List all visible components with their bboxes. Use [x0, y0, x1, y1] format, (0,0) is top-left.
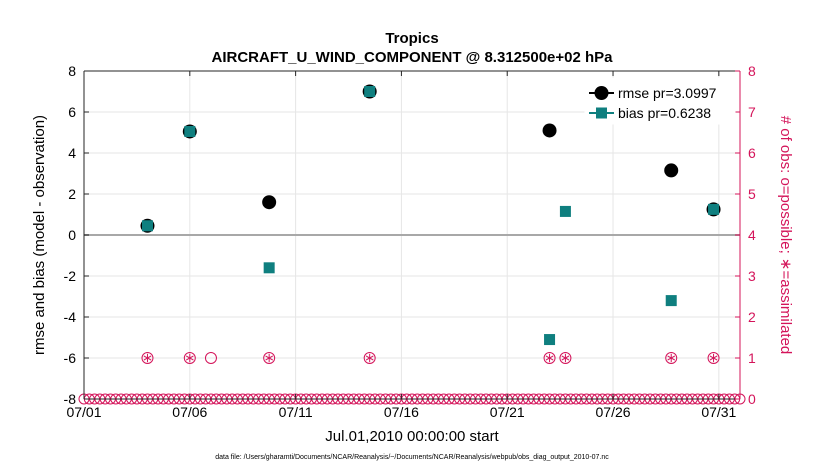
bias-point — [665, 295, 677, 307]
x-tick-label: 07/01 — [66, 404, 101, 420]
obs-assimilated-stroke — [143, 355, 152, 361]
obs-possible-marker — [665, 352, 678, 364]
rmse-point — [542, 123, 557, 138]
obs-possible-marker — [363, 352, 376, 364]
y2-tick-label: 4 — [748, 227, 756, 243]
obs-possible-marker — [263, 352, 276, 364]
y2-tick-label: 8 — [748, 63, 756, 79]
x-tick-label: 07/16 — [384, 404, 419, 420]
y2-tick-label: 7 — [748, 104, 756, 120]
y2-tick-label: 6 — [748, 145, 756, 161]
y-tick-label: -2 — [64, 268, 77, 284]
chart-subtitle: AIRCRAFT_U_WIND_COMPONENT @ 8.312500e+02… — [212, 49, 614, 66]
x-tick-label: 07/21 — [490, 404, 525, 420]
x-tick-label: 07/06 — [172, 404, 207, 420]
y-tick-label: -8 — [64, 391, 77, 407]
obs-assimilated-stroke — [185, 355, 194, 361]
legend-rmse-marker — [594, 86, 609, 100]
y-tick-label: -6 — [64, 350, 77, 366]
legend-bias-label: bias pr=0.6238 — [618, 105, 711, 121]
y2-tick-label: 1 — [748, 350, 756, 366]
data-markers — [140, 84, 721, 346]
y-tick-label: 8 — [68, 63, 76, 79]
obs-possible-marker — [141, 352, 154, 364]
y-tick-label: 0 — [68, 227, 76, 243]
x-tick-label: 07/31 — [701, 404, 736, 420]
y2-tick-label: 0 — [748, 391, 756, 407]
x-axis-label: Jul.01,2010 00:00:00 start — [325, 428, 499, 445]
y-tick-label: 4 — [68, 145, 76, 161]
y2-axis-ticks: 0 1 2 3 4 5 6 7 8 — [735, 63, 756, 407]
obs-assimilated-stroke — [709, 355, 718, 361]
bias-point — [263, 262, 275, 274]
obs-assimilated-stroke — [545, 355, 554, 361]
rmse-point — [664, 163, 679, 178]
obs-assimilated-marker — [545, 353, 554, 363]
y-axis-ticks: -8 -6 -4 -2 0 2 4 6 8 — [64, 63, 89, 407]
y2-tick-label: 3 — [748, 268, 756, 284]
x-axis-ticks: 07/01 07/06 07/11 07/16 07/21 07/26 07/31 — [66, 71, 737, 420]
y-axis-label: rmse and bias (model - observation) — [31, 115, 48, 355]
obs-assimilated-marker — [709, 353, 718, 363]
obs-assimilated-marker — [185, 353, 194, 363]
x-tick-label: 07/26 — [596, 404, 631, 420]
obs-possible-marker — [204, 352, 217, 364]
obs-assimilated-marker — [365, 353, 374, 363]
bias-point — [364, 86, 376, 97]
bias-point — [544, 334, 556, 346]
footnote: data file: /Users/gharamti/Documents/NCA… — [215, 454, 609, 461]
obs-assimilated-marker — [561, 353, 570, 363]
legend: rmse pr=3.0997 bias pr=0.6238 — [584, 77, 736, 125]
y2-tick-label: 5 — [748, 186, 756, 202]
obs-count-markers — [141, 352, 720, 364]
y-tick-label: -4 — [64, 309, 77, 325]
bias-point — [559, 205, 571, 217]
obs-assimilated-stroke — [667, 355, 676, 361]
bias-point — [708, 203, 720, 215]
obs-possible-marker — [707, 352, 720, 364]
legend-box — [584, 77, 736, 125]
obs-assimilated-stroke — [365, 355, 374, 361]
x-tick-label: 07/11 — [279, 404, 313, 420]
rmse-point — [262, 195, 277, 210]
bias-point — [184, 125, 196, 137]
obs-assimilated-stroke — [265, 355, 274, 361]
obs-assimilated-marker — [265, 353, 274, 363]
chart-title: Tropics — [385, 30, 438, 47]
y2-tick-label: 2 — [748, 309, 756, 325]
obs-possible-marker — [183, 352, 196, 364]
y-tick-label: 6 — [68, 104, 76, 120]
obs-assimilated-marker — [667, 353, 676, 363]
legend-rmse-label: rmse pr=3.0997 — [618, 85, 717, 101]
legend-bias-marker — [596, 107, 607, 119]
y2-axis-label: # of obs: o=possible; ∗=assimilated — [777, 116, 794, 355]
obs-possible-marker — [543, 352, 556, 364]
obs-possible-marker — [559, 352, 572, 364]
obs-assimilated-marker — [143, 353, 152, 363]
y-tick-label: 2 — [68, 186, 76, 202]
obs-assimilated-stroke — [561, 355, 570, 361]
bias-point — [141, 220, 153, 232]
